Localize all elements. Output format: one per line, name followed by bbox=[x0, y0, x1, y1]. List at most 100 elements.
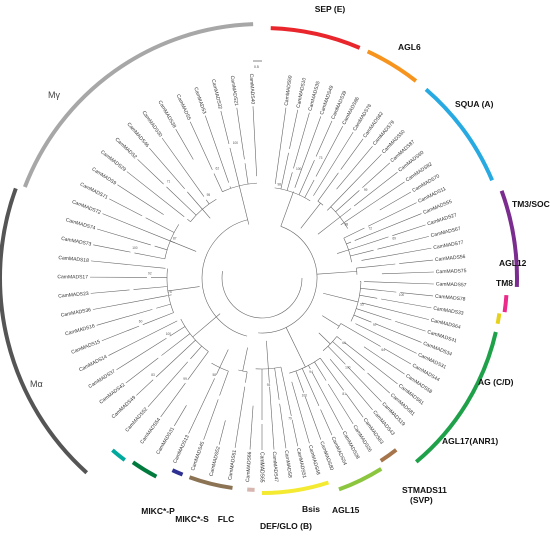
internal-branch bbox=[340, 323, 381, 347]
internal-branch bbox=[156, 303, 171, 309]
leaf-label: CamMADS67 bbox=[430, 226, 461, 239]
internal-branch bbox=[348, 236, 389, 251]
bootstrap-label: 93 bbox=[267, 383, 271, 387]
terminal-branch bbox=[234, 386, 246, 448]
internal-branch bbox=[168, 294, 172, 296]
internal-branch bbox=[133, 286, 168, 290]
malpha-clade-arc bbox=[0, 187, 89, 475]
flc-clade-label: FLC bbox=[218, 514, 235, 524]
terminal-branch bbox=[291, 419, 299, 447]
leaf-label: CamMADS65 bbox=[259, 452, 265, 483]
terminal-branch bbox=[92, 295, 168, 310]
tm3-clade-label: TM3/SOC1 bbox=[512, 199, 550, 209]
terminal-branch bbox=[311, 372, 344, 431]
bootstrap-label: 66 bbox=[342, 341, 346, 345]
terminal-branch bbox=[329, 154, 382, 208]
mikcs-clade-arc bbox=[131, 460, 158, 479]
leaf-label: CamMADS30 bbox=[140, 110, 163, 139]
clade-labels: SEP (E) AGL6 SQUA (A) TM3/SOC1 AGL12 TM8 AG (C… bbox=[30, 4, 550, 531]
bootstrap-label: 58 bbox=[212, 373, 216, 377]
bootstrap-label: 95 bbox=[207, 193, 211, 197]
leaf-label: CamMADS52 bbox=[124, 406, 149, 433]
terminal-branch bbox=[147, 361, 188, 407]
internal-branch bbox=[202, 209, 211, 219]
terminal-branch bbox=[108, 320, 178, 356]
terminal-branch bbox=[327, 383, 354, 425]
leaf-label: CamMADS9 bbox=[91, 166, 118, 186]
leaf-label: CamMADS64 bbox=[430, 318, 461, 331]
malpha-clade-label: Mα bbox=[30, 379, 43, 389]
bootstrap-label: 92 bbox=[148, 271, 152, 275]
bootstrap-label: 100 bbox=[302, 394, 308, 398]
terminal-branch bbox=[279, 403, 287, 449]
leaf-label: CamMADS16 bbox=[65, 323, 96, 337]
internal-branch bbox=[167, 286, 200, 292]
terminal-branch bbox=[269, 386, 275, 450]
terminal-branch bbox=[363, 281, 434, 285]
root-branch bbox=[201, 219, 248, 337]
leaf-label: CamMADS10 bbox=[296, 77, 308, 108]
terminal-branch bbox=[304, 396, 322, 440]
internal-branch bbox=[322, 315, 340, 327]
leaf-label: CamMADS14 bbox=[78, 354, 108, 373]
leaf-label: CamMADS74 bbox=[65, 217, 96, 232]
leaf-label: CamMADS18 bbox=[58, 255, 89, 264]
terminal-branch bbox=[345, 393, 364, 418]
terminal-branch bbox=[313, 131, 354, 196]
leaf-label: CamMADS80 bbox=[318, 441, 334, 472]
bootstrap-label: 55 bbox=[360, 302, 364, 306]
mgamma-clade-arc bbox=[23, 22, 254, 188]
internal-branch bbox=[169, 326, 186, 337]
leaf-label: CamMADS33 bbox=[433, 306, 464, 317]
terminal-branch bbox=[336, 146, 373, 190]
terminal-branch bbox=[161, 137, 205, 197]
bootstrap-label: 62 bbox=[216, 167, 220, 171]
terminal-branch bbox=[392, 224, 426, 236]
internal-branch bbox=[280, 192, 294, 227]
internal-branch bbox=[335, 190, 360, 212]
bootstrap-label: 73 bbox=[319, 156, 323, 160]
internal-branch bbox=[216, 367, 221, 375]
internal-branch bbox=[266, 340, 269, 369]
leaf-label: CamMADS75 bbox=[436, 268, 467, 275]
root-branch bbox=[258, 226, 318, 334]
internal-branch bbox=[304, 179, 315, 198]
terminal-branch bbox=[362, 162, 391, 188]
internal-branch bbox=[219, 371, 229, 396]
agl6-clade-arc bbox=[366, 49, 418, 83]
terminal-branch bbox=[354, 213, 422, 241]
terminal-branch bbox=[289, 109, 299, 149]
leaf-label: CamMADS71 bbox=[79, 182, 109, 201]
leaf-label: CamMADS54 bbox=[139, 417, 162, 445]
internal-branch bbox=[360, 288, 397, 293]
internal-branch bbox=[359, 294, 378, 299]
leaf-label: CamMADS73 bbox=[61, 236, 92, 248]
leaf-label: CamMADS21 bbox=[229, 75, 239, 106]
internal-branch bbox=[356, 308, 392, 321]
leaf-label: CamMADS77 bbox=[433, 240, 464, 251]
internal-branch bbox=[343, 227, 365, 239]
internal-branch bbox=[350, 281, 362, 322]
bootstrap-label: 100 bbox=[399, 293, 405, 297]
bootstrap-label: 79 bbox=[288, 417, 292, 421]
terminal-branch bbox=[137, 159, 164, 185]
internal-branch bbox=[280, 366, 292, 416]
terminal-branch bbox=[294, 116, 322, 188]
leaf-label: CamMADS45 bbox=[190, 441, 206, 472]
mikcp-clade-label: MIKC*-P bbox=[141, 506, 175, 516]
bootstrap-values: 98 100 73 99 88 72 69 100 55 97 64 66 100 81 94 100 79 93… bbox=[132, 141, 404, 420]
internal-branch bbox=[219, 349, 229, 368]
leaf-label: CamMADS2 bbox=[114, 137, 138, 161]
internal-branch bbox=[166, 268, 174, 313]
internal-branch bbox=[337, 249, 349, 254]
agl12-clade-label: AGL12 bbox=[499, 258, 527, 268]
terminal-branch bbox=[160, 382, 186, 418]
internal-branch bbox=[190, 345, 202, 360]
internal-branch bbox=[268, 368, 270, 383]
terminal-branch bbox=[344, 342, 398, 385]
bootstrap-label: 64 bbox=[381, 348, 385, 352]
squa-clade-label: SQUA (A) bbox=[455, 99, 494, 109]
bootstrap-label: 81 bbox=[342, 392, 346, 396]
leaf-label: CamMADS38 bbox=[157, 100, 178, 130]
